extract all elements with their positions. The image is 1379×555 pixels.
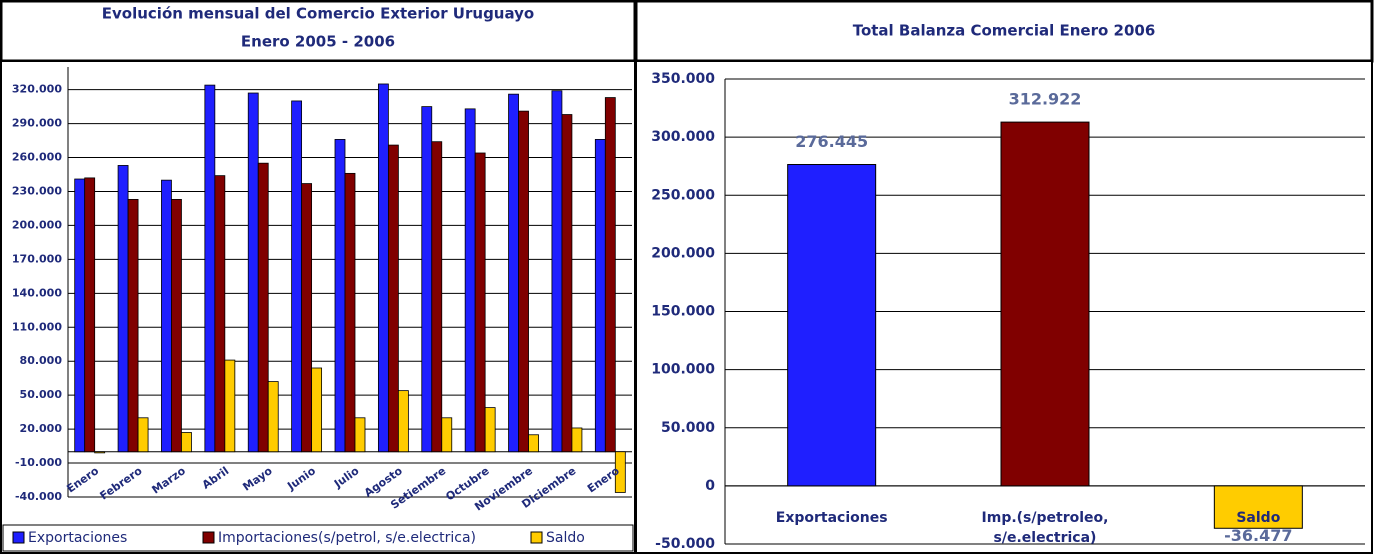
left-panel — [0, 60, 636, 554]
y-tick-label: 290.000 — [12, 117, 62, 130]
bar — [267, 381, 279, 453]
y-tick-label: 150.000 — [651, 304, 715, 320]
bar — [474, 152, 486, 453]
bar — [528, 434, 539, 453]
legend-swatch — [530, 531, 543, 544]
y-tick-label: 50.000 — [20, 388, 63, 401]
y-tick-label: 260.000 — [12, 151, 62, 164]
legend — [2, 524, 634, 552]
left-header — [0, 0, 637, 63]
y-tick-label: -50.000 — [655, 536, 715, 552]
bar — [431, 141, 443, 453]
bar — [594, 139, 606, 453]
bar — [787, 164, 877, 487]
bar — [1000, 121, 1090, 487]
bar — [344, 172, 356, 453]
right-header — [634, 0, 1374, 63]
bar — [311, 367, 323, 453]
bar — [377, 83, 389, 453]
y-tick-label: 100.000 — [651, 362, 715, 378]
legend-swatch — [12, 531, 25, 544]
chart-title: Total Balanza Comercial Enero 2006 — [853, 22, 1156, 40]
y-tick-label: 0 — [705, 478, 715, 494]
x-tick-label: Exportaciones — [776, 510, 888, 526]
y-tick-label: 250.000 — [651, 187, 715, 203]
y-tick-label: 230.000 — [12, 184, 62, 197]
bar — [551, 90, 563, 453]
chart-title: Evolución mensual del Comercio Exterior … — [102, 5, 534, 23]
legend-label: Saldo — [546, 530, 585, 546]
y-tick-label: 170.000 — [12, 252, 62, 265]
value-label: 276.445 — [795, 132, 868, 151]
legend-swatch — [202, 531, 215, 544]
bar — [571, 427, 583, 453]
y-tick-label: -40.000 — [15, 490, 62, 503]
legend-label: Importaciones(s/petrol, s/e.electrica) — [218, 530, 476, 546]
y-tick-label: 350.000 — [651, 71, 715, 87]
bar — [1213, 485, 1303, 529]
bar — [387, 144, 399, 453]
bar — [301, 183, 313, 453]
chart-subtitle: Enero 2005 - 2006 — [241, 33, 395, 51]
bar — [137, 417, 149, 453]
y-tick-label: 20.000 — [20, 422, 63, 435]
bar — [397, 390, 409, 453]
y-tick-label: 50.000 — [661, 420, 715, 436]
x-tick-label: Saldo — [1236, 510, 1280, 526]
bar — [614, 451, 626, 493]
bar — [518, 110, 529, 453]
bar — [334, 139, 346, 453]
y-tick-label: 110.000 — [12, 320, 62, 333]
y-tick-label: 80.000 — [20, 354, 63, 367]
bar — [561, 114, 573, 453]
y-tick-label: 320.000 — [12, 83, 62, 96]
bar — [224, 359, 236, 453]
bar — [214, 175, 226, 453]
bar — [74, 178, 86, 453]
bar — [508, 93, 519, 453]
value-label: 312.922 — [1009, 90, 1082, 109]
bar — [161, 179, 172, 453]
y-tick-label: 140.000 — [12, 286, 62, 299]
bar — [94, 451, 106, 454]
y-tick-label: 300.000 — [651, 129, 715, 145]
bar — [257, 162, 269, 453]
y-tick-label: 200.000 — [651, 245, 715, 261]
bar — [291, 100, 303, 453]
bar — [204, 84, 216, 453]
bar — [127, 198, 139, 453]
bar — [247, 92, 259, 453]
bar — [171, 198, 182, 453]
bar — [604, 97, 616, 453]
bar — [117, 165, 129, 453]
bar — [181, 432, 192, 453]
y-tick-label: -10.000 — [15, 456, 62, 469]
bar — [484, 407, 496, 453]
y-tick-label: 200.000 — [12, 218, 62, 231]
x-tick-label: Imp.(s/petroleo, s/e.electrica) — [982, 510, 1109, 546]
bar — [354, 417, 366, 453]
legend-label: Exportaciones — [28, 530, 127, 546]
bar — [84, 177, 96, 453]
bar — [441, 417, 453, 453]
value-label: -36.477 — [1224, 526, 1292, 545]
bar — [421, 106, 433, 453]
bar — [464, 108, 476, 453]
